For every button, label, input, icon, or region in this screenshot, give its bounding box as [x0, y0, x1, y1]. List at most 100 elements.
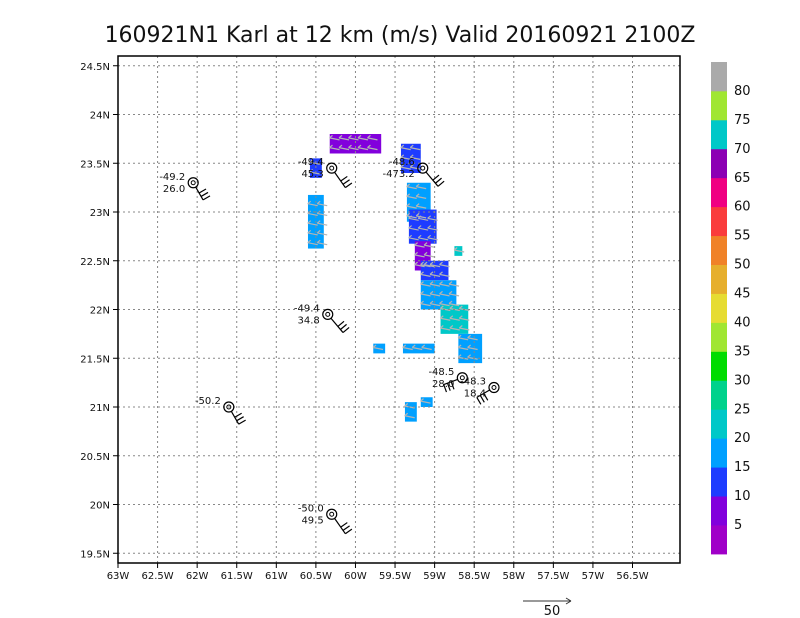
- y-tick-label-7: 23N: [90, 208, 110, 219]
- wind-vector-55: [439, 271, 450, 277]
- wind-vector-27: [316, 200, 328, 207]
- observation-3: -49.434.8: [294, 303, 350, 334]
- wind-barb-feather: [483, 393, 489, 401]
- wind-vector-91: [420, 398, 431, 404]
- wind-barb-feather: [342, 525, 350, 531]
- wind-barb-staff: [425, 171, 439, 187]
- wind-vector-41: [417, 215, 429, 221]
- wind-vector-84: [453, 247, 465, 253]
- wind-vector-1: [329, 134, 340, 141]
- wind-vector-75: [458, 325, 470, 331]
- wind-barb-feather: [435, 177, 442, 184]
- wind-vector-57: [420, 300, 431, 307]
- colorbar-label-10: 55: [734, 229, 751, 244]
- wind-vector-25: [316, 220, 328, 226]
- wind-vector-87: [421, 344, 432, 351]
- wind-vector-7: [357, 134, 369, 141]
- wind-vector-28: [406, 212, 417, 219]
- x-tick-label-7: 59.5W: [379, 571, 411, 582]
- wind-barb-feather: [479, 395, 485, 403]
- wind-barb-feather: [340, 175, 348, 182]
- x-tick-label-11: 57.5W: [537, 571, 569, 582]
- wind-barb-feather: [236, 416, 244, 422]
- wind-vector-15: [409, 144, 421, 151]
- y-tick-label-9: 24N: [90, 111, 110, 122]
- wind-vector-47: [414, 242, 425, 248]
- wind-vector-49: [423, 251, 435, 258]
- observation-inner-ring: [420, 165, 426, 171]
- colorbar-segment-14: [711, 119, 727, 150]
- wind-vector-58: [420, 290, 431, 297]
- wind-vector-36: [408, 234, 419, 241]
- colorbar-label-8: 45: [734, 287, 751, 302]
- x-tick-label-10: 58W: [502, 571, 525, 582]
- wind-vector-61: [429, 290, 441, 297]
- wind-vector-69: [439, 325, 451, 331]
- wind-vector-23: [316, 239, 328, 246]
- wind-barb-feather: [344, 528, 353, 535]
- wind-vector-63: [439, 300, 450, 307]
- wind-vector-81: [467, 354, 478, 360]
- wind-vector-11: [400, 154, 411, 160]
- wind-vector-71: [439, 305, 451, 312]
- observation-outer-ring: [322, 308, 334, 320]
- wind-barb-feather: [200, 191, 209, 197]
- wind-barb-feather: [476, 397, 482, 405]
- observation-5: -48.528.0: [428, 367, 468, 393]
- wind-vector-38: [408, 215, 419, 221]
- wind-vector-44: [427, 215, 438, 221]
- wind-vector-30: [406, 193, 417, 199]
- wind-vector-29: [406, 203, 417, 209]
- wind-vector-46: [414, 251, 425, 258]
- observation-0: -49.226.0: [159, 172, 211, 201]
- observation-6: -48.318.4: [460, 377, 500, 405]
- observation-outer-ring: [326, 162, 338, 174]
- wind-vector-66: [448, 300, 460, 307]
- wind-vector-51: [420, 271, 431, 277]
- colorbar-label-4: 25: [734, 402, 751, 417]
- colorbar-segment-13: [711, 148, 727, 179]
- wind-vector-56: [439, 261, 450, 268]
- colorbar-segment-15: [711, 90, 727, 121]
- observation-inner-ring: [226, 404, 232, 410]
- chart-title: 160921N1 Karl at 12 km (m/s) Valid 20160…: [105, 23, 696, 48]
- observation-top-label: -49.4: [298, 157, 324, 168]
- observation-top-label: -48.5: [428, 367, 454, 378]
- wind-vector-65: [439, 281, 450, 287]
- y-tick-label-10: 24.5N: [80, 62, 110, 73]
- reference-vector-head: [565, 597, 572, 605]
- colorbar-segment-12: [711, 177, 727, 208]
- grid-lines: [118, 56, 680, 563]
- wind-barb-feather: [437, 180, 445, 187]
- wind-barb-feather: [443, 384, 448, 393]
- y-tick-label-8: 23.5N: [80, 159, 110, 170]
- wind-barb-feather: [340, 323, 347, 330]
- observation-top-label: -50.0: [298, 503, 324, 514]
- colorbar-label-11: 60: [734, 200, 751, 215]
- colorbar-label-15: 80: [734, 84, 751, 99]
- x-tick-label-5: 60.5W: [300, 571, 332, 582]
- wind-vector-33: [415, 203, 427, 209]
- wind-vector-76: [458, 315, 470, 321]
- wind-barb-feather: [344, 182, 353, 189]
- wind-vector-50: [423, 242, 435, 248]
- wind-vector-79: [457, 344, 469, 351]
- colorbar-segment-10: [711, 235, 727, 265]
- observation-inner-ring: [329, 165, 335, 171]
- wind-vector-60: [429, 300, 441, 307]
- observation-1: -49.445.3: [298, 157, 353, 189]
- wind-vector-59: [420, 281, 431, 287]
- x-tick-label-8: 59W: [423, 571, 446, 582]
- x-tick-label-4: 61W: [265, 571, 288, 582]
- colorbar-label-3: 20: [734, 431, 751, 446]
- reference-vector: 50: [523, 597, 572, 618]
- colorbar-label-9: 50: [734, 258, 751, 273]
- observation-markers: -49.226.0-49.445.3-48.6-473.2-49.434.8-5…: [159, 157, 500, 535]
- wind-barb-staff: [443, 378, 458, 386]
- wind-vector-5: [348, 134, 359, 141]
- wind-vector-9: [367, 134, 378, 141]
- wind-vector-80: [457, 334, 469, 341]
- wind-vector-82: [467, 344, 478, 351]
- wind-barb-staff: [334, 171, 346, 188]
